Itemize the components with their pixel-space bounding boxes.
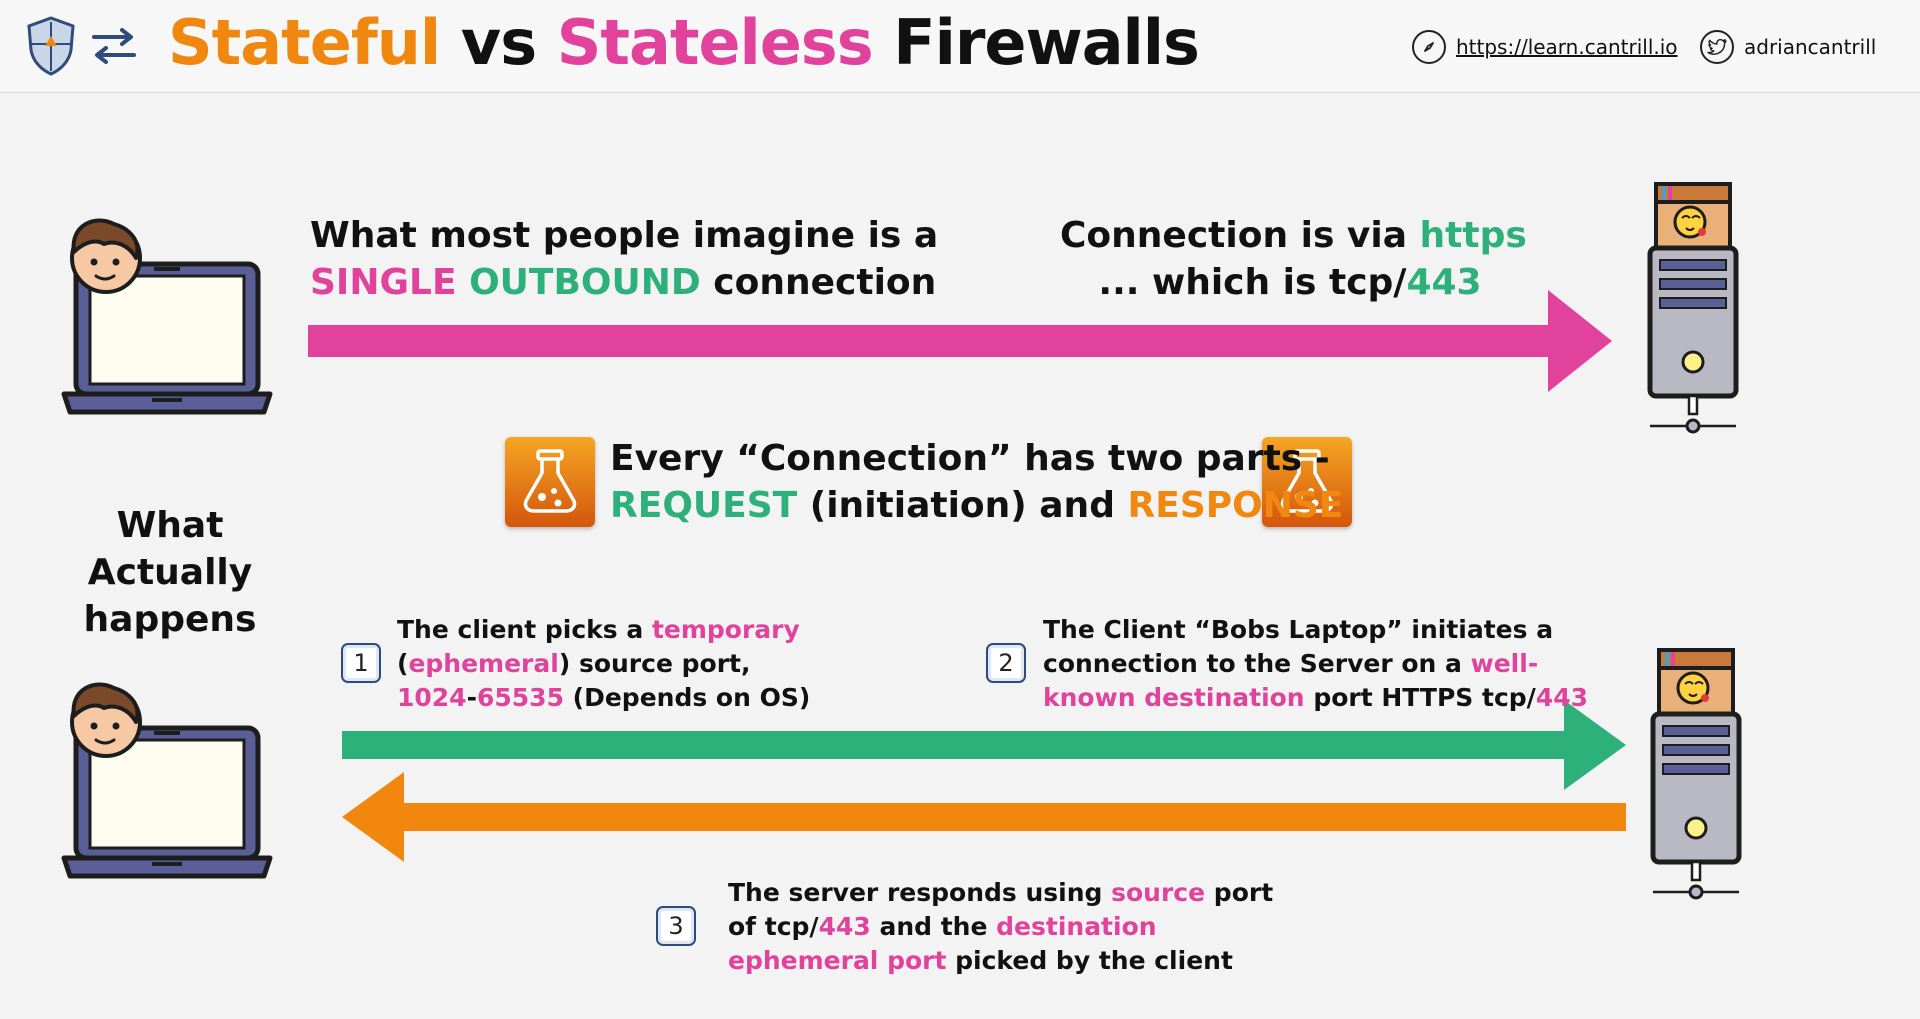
- step-2-text: The Client “Bobs Laptop” initiates a con…: [1043, 613, 1588, 715]
- step-3-line3: ephemeral port picked by the client: [728, 944, 1273, 978]
- request-arrow: [342, 700, 1626, 790]
- laptop-user-icon: [61, 218, 273, 415]
- response-label: RESPONSE: [1127, 485, 1344, 526]
- site-link-text[interactable]: https://learn.cantrill.io: [1456, 35, 1678, 59]
- title-vs: vs: [440, 6, 557, 79]
- step-1-line1: The client picks a temporary: [397, 613, 810, 647]
- step-3-l2a: of tcp/: [728, 912, 819, 941]
- step-1-dash: -: [466, 683, 477, 712]
- step-1-l2a: (: [397, 649, 409, 678]
- twitter-icon: [1700, 30, 1734, 64]
- step-1-port-high: 65535: [476, 683, 564, 712]
- via-https: https: [1419, 215, 1527, 256]
- step-2-badge: 2: [986, 643, 1026, 683]
- via-text: Connection is via https ... which is tcp…: [1060, 212, 1527, 306]
- via-line2: ... which is tcp/443: [1060, 259, 1520, 306]
- step-1-ephemeral: ephemeral: [408, 649, 559, 678]
- title-firewalls: Firewalls: [872, 6, 1200, 79]
- step-3-text: The server responds using source port of…: [728, 876, 1273, 978]
- step-2-line3: known destination port HTTPS tcp/443: [1043, 681, 1588, 715]
- step-1-badge: 1: [341, 643, 381, 683]
- title-stateless: Stateless: [556, 6, 874, 79]
- title-stateful: Stateful: [168, 6, 441, 79]
- twitter-link[interactable]: adriancantrill: [1700, 30, 1876, 64]
- single-outbound-arrow: [308, 290, 1612, 392]
- what-actually-happens: What Actually happens: [70, 502, 270, 643]
- imagine-text: What most people imagine is a SINGLE OUT…: [310, 212, 939, 306]
- step-3-line2: of tcp/443 and the destination: [728, 910, 1273, 944]
- step-1-port-low: 1024: [397, 683, 467, 712]
- step-3-l3b: picked by the client: [946, 946, 1233, 975]
- step-1-l3d: (Depends on OS): [563, 683, 811, 712]
- twitter-handle: adriancantrill: [1744, 35, 1877, 59]
- request-label: REQUEST: [610, 485, 798, 526]
- two-parts-line1: Every “Connection” has two parts -: [610, 438, 1330, 479]
- step-3-l1a: The server responds using: [728, 878, 1112, 907]
- step-3-l1c: port: [1205, 878, 1274, 907]
- via-prefix: Connection is via: [1060, 215, 1420, 256]
- two-parts-line2: REQUEST (initiation) and RESPONSE: [610, 482, 1343, 529]
- shield-logo-icon: [27, 16, 75, 76]
- laptop-user-icon-bottom: [61, 682, 273, 879]
- response-arrow: [342, 772, 1626, 862]
- page-title: Stateful vs Stateless Firewalls: [168, 6, 1200, 79]
- step-2-line2: connection to the Server on a well-: [1043, 647, 1588, 681]
- flask-icon: [505, 437, 595, 527]
- imagine-line1: What most people imagine is a: [310, 215, 939, 256]
- flask-icon-right: [1262, 437, 1352, 527]
- what-line1: What: [116, 505, 224, 546]
- which-prefix: ... which is tcp/: [1098, 262, 1407, 303]
- compass-icon: [1412, 30, 1446, 64]
- step-1-l1a: The client picks a: [397, 615, 652, 644]
- step-1-temporary: temporary: [651, 615, 800, 644]
- via-line1: Connection is via https: [1060, 212, 1527, 259]
- swap-arrows-icon: [92, 28, 136, 64]
- imagine-outbound: OUTBOUND: [469, 262, 701, 303]
- step-3-l2c: and the: [870, 912, 997, 941]
- what-line2: Actually: [87, 552, 253, 593]
- imagine-line2: SINGLE OUTBOUND connection: [310, 259, 936, 306]
- two-parts-text: Every “Connection” has two parts - REQUE…: [610, 435, 1343, 529]
- step-1-line2: (ephemeral) source port,: [397, 647, 810, 681]
- what-line3: happens: [83, 599, 257, 640]
- step-2-port: 443: [1535, 683, 1588, 712]
- initiation-label: (initiation) and: [797, 485, 1128, 526]
- step-2-line1: The Client “Bobs Laptop” initiates a: [1043, 615, 1554, 644]
- step-2-l3b: port HTTPS tcp/: [1304, 683, 1536, 712]
- imagine-connection: connection: [700, 262, 937, 303]
- step-1-text: The client picks a temporary (ephemeral)…: [397, 613, 810, 715]
- step-2-well: well-: [1470, 649, 1539, 678]
- step-3-ephemeral-port: ephemeral port: [728, 946, 947, 975]
- server-icon: [1647, 182, 1739, 434]
- step-3-line1: The server responds using source port: [728, 876, 1273, 910]
- step-3-destination: destination: [996, 912, 1157, 941]
- site-link[interactable]: https://learn.cantrill.io: [1412, 30, 1678, 64]
- server-icon-bottom: [1650, 648, 1742, 900]
- header-bar: Stateful vs Stateless Firewalls https://…: [0, 0, 1920, 93]
- step-1-l2c: ) source port,: [558, 649, 751, 678]
- step-2-known-destination: known destination: [1043, 683, 1305, 712]
- step-3-port: 443: [818, 912, 871, 941]
- step-1-line3: 1024-65535 (Depends on OS): [397, 681, 810, 715]
- step-3-badge: 3: [656, 906, 696, 946]
- step-3-source: source: [1111, 878, 1206, 907]
- imagine-single: SINGLE: [310, 262, 457, 303]
- step-2-l2a: connection to the Server on a: [1043, 649, 1471, 678]
- which-port: 443: [1406, 262, 1482, 303]
